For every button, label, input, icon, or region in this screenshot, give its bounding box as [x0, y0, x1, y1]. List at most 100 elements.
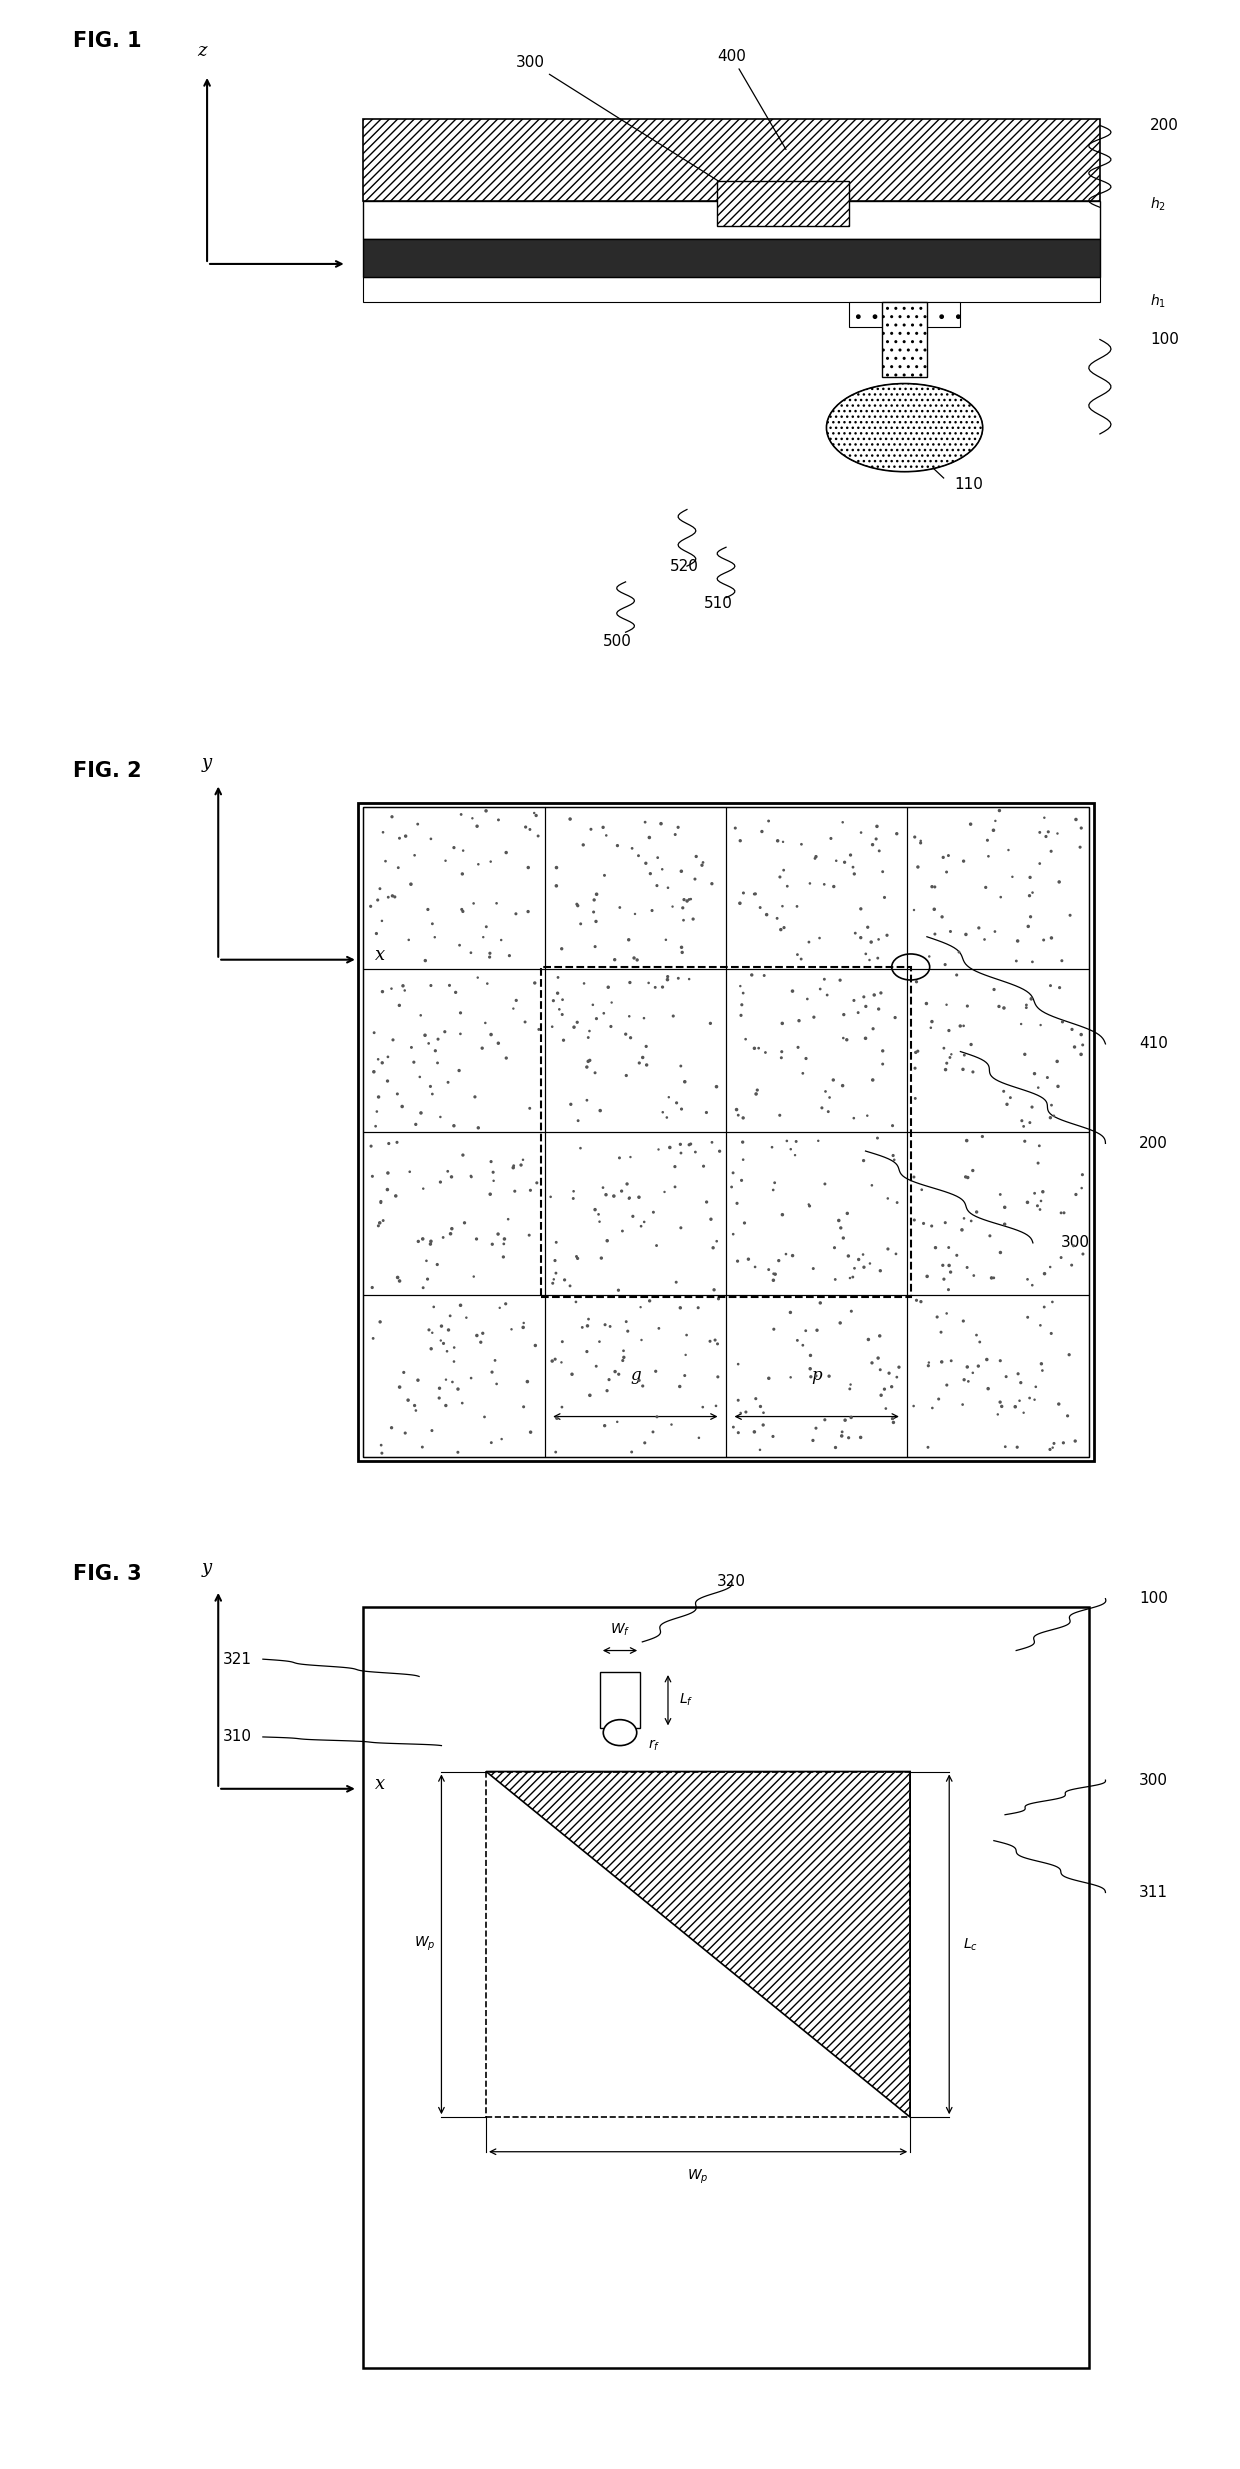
Point [595, 1306, 615, 1346]
Point [513, 1141, 533, 1180]
Point [776, 1234, 796, 1274]
Point [420, 1225, 440, 1264]
Point [520, 810, 539, 849]
Point [489, 800, 508, 839]
Point [820, 1079, 839, 1118]
Point [994, 1188, 1014, 1227]
Point [842, 1291, 862, 1331]
Point [372, 1042, 392, 1081]
Point [1022, 1086, 1042, 1126]
Point [370, 1202, 389, 1242]
Point [631, 1286, 651, 1326]
Point [857, 1096, 877, 1136]
Point [1071, 1035, 1091, 1074]
Text: 510: 510 [703, 597, 733, 612]
Point [418, 1259, 438, 1299]
Point [839, 1370, 859, 1410]
Point [1014, 1106, 1034, 1146]
Point [773, 1002, 792, 1042]
Point [874, 876, 894, 916]
Point [520, 1089, 539, 1128]
Point [418, 889, 438, 928]
Point [988, 1395, 1008, 1434]
Point [797, 980, 817, 1020]
Point [923, 867, 942, 906]
Point [671, 1133, 691, 1173]
Point [956, 914, 976, 953]
Point [475, 1397, 495, 1437]
Text: 300: 300 [1061, 1234, 1090, 1249]
Point [622, 1197, 642, 1237]
Point [635, 1202, 655, 1242]
Point [599, 968, 619, 1007]
Point [667, 1084, 687, 1123]
Point [1017, 985, 1037, 1025]
Point [709, 1131, 729, 1170]
Point [614, 1331, 634, 1370]
Point [833, 995, 853, 1035]
Point [975, 921, 994, 960]
Point [804, 1420, 823, 1459]
Point [1038, 812, 1058, 852]
Point [732, 995, 751, 1035]
Point [1043, 1281, 1063, 1321]
Point [422, 1410, 441, 1449]
Text: 400: 400 [717, 49, 786, 151]
Point [425, 918, 445, 958]
Point [443, 1363, 463, 1402]
Point [578, 1306, 598, 1346]
Point [928, 1296, 947, 1336]
Point [983, 1259, 1003, 1299]
Point [441, 1210, 461, 1249]
Point [771, 911, 791, 951]
Point [954, 1049, 973, 1089]
Point [935, 946, 955, 985]
Point [800, 864, 820, 904]
Point [552, 995, 572, 1035]
Point [505, 1170, 525, 1210]
Point [1023, 943, 1043, 983]
Point [868, 1118, 888, 1158]
Bar [363, 200, 1100, 239]
Point [693, 842, 713, 881]
Point [955, 1360, 975, 1400]
Point [1065, 1422, 1085, 1462]
Point [701, 1200, 720, 1239]
Point [787, 886, 807, 926]
Point [1023, 874, 1043, 914]
Point [1017, 988, 1037, 1027]
Point [936, 1294, 956, 1333]
Point [609, 1272, 629, 1311]
Point [806, 837, 826, 876]
Text: $W_f$: $W_f$ [610, 1622, 630, 1637]
Point [422, 1328, 441, 1368]
Point [1018, 1299, 1038, 1338]
Point [936, 1049, 956, 1089]
Point [1066, 1175, 1086, 1215]
Point [1048, 1067, 1068, 1106]
Point [677, 1316, 697, 1355]
Point [996, 1358, 1016, 1397]
Point [542, 1007, 562, 1047]
Point [677, 881, 697, 921]
Point [599, 1360, 619, 1400]
Point [423, 904, 443, 943]
Point [828, 1200, 848, 1239]
Point [825, 1227, 844, 1267]
Point [422, 1222, 441, 1262]
Point [521, 1170, 541, 1210]
Point [370, 869, 389, 909]
Point [748, 1069, 768, 1109]
Point [1034, 1286, 1054, 1326]
Point [764, 1262, 784, 1301]
Point [723, 1153, 743, 1193]
Point [647, 867, 667, 906]
Point [610, 889, 630, 928]
Point [506, 894, 526, 933]
Point [804, 1249, 823, 1289]
Point [652, 968, 672, 1007]
Point [662, 1405, 682, 1444]
Point [773, 886, 792, 926]
Point [513, 1304, 533, 1343]
Point [844, 980, 864, 1020]
